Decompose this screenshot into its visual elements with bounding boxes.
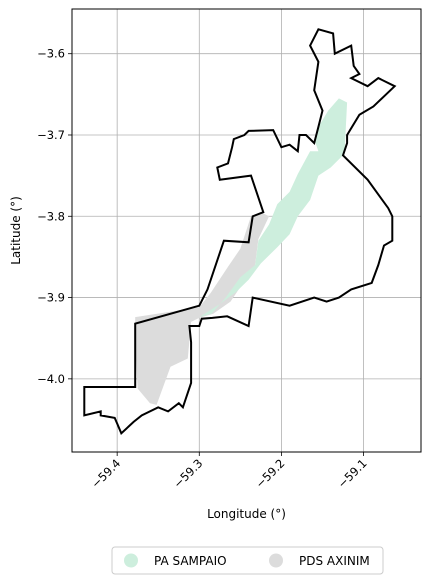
- legend-label-pds-axinim: PDS AXINIM: [299, 554, 370, 568]
- x-axis-label: Longitude (°): [207, 507, 286, 521]
- region-pa-sampaio: [199, 98, 348, 318]
- plot-frame: [71, 8, 422, 453]
- x-tick-label-2: −59.2: [253, 456, 288, 491]
- x-tick-label-3: −59.1: [335, 456, 370, 491]
- x-tick-label-1: −59.3: [171, 456, 206, 491]
- region-pds-axinim: [135, 212, 270, 405]
- y-tick-label-3: −3.9: [37, 291, 65, 305]
- legend-label-pa-sampaio: PA SAMPAIO: [154, 554, 227, 568]
- y-tick-label-2: −3.8: [37, 209, 65, 223]
- y-axis-ticks: −3.6 −3.7 −3.8 −3.9 −4.0: [37, 47, 72, 386]
- legend-box: [111, 546, 384, 575]
- y-axis-label: Latitude (°): [9, 196, 23, 265]
- map-regions: [135, 98, 348, 405]
- boundary-outline: [83, 28, 397, 436]
- legend-swatch-pa-sampaio: [124, 553, 138, 568]
- map-outline: [83, 28, 397, 436]
- x-tick-label-0: −59.4: [88, 456, 123, 491]
- legend: PA SAMPAIO PDS AXINIM: [111, 546, 384, 575]
- x-axis-ticks: −59.4 −59.3 −59.2 −59.1: [88, 452, 370, 491]
- y-tick-label-4: −4.0: [37, 372, 65, 386]
- y-tick-label-1: −3.7: [37, 128, 65, 142]
- y-tick-label-0: −3.6: [37, 47, 65, 61]
- legend-swatch-pds-axinim: [269, 553, 283, 568]
